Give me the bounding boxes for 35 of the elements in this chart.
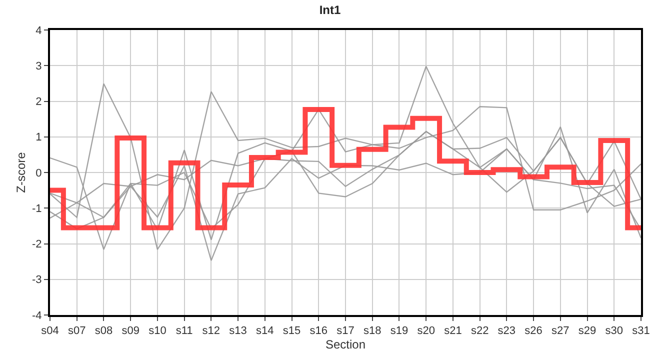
y-tick-label: -3: [32, 274, 42, 286]
x-tick-label: s30: [605, 325, 624, 338]
y-tick-label: -2: [32, 238, 42, 251]
y-tick-label: -4: [32, 310, 42, 322]
y-tick-label: 2: [36, 96, 42, 108]
x-tick-label: s22: [470, 325, 489, 338]
x-tick-label: s07: [68, 325, 86, 338]
y-tick-label: 3: [36, 60, 42, 72]
x-tick-label: s16: [310, 325, 328, 338]
y-tick-label: 1: [36, 132, 42, 144]
x-tick-label: s11: [176, 325, 193, 338]
x-tick-label: s04: [41, 325, 59, 338]
y-tick-label: -1: [32, 202, 42, 215]
x-tick-label: s14: [256, 325, 274, 338]
x-tick-label: s27: [552, 325, 570, 338]
x-tick-label: s23: [498, 325, 516, 338]
x-tick-label: s26: [524, 325, 542, 338]
x-tick-label: s12: [202, 325, 220, 338]
x-tick-label: s15: [282, 325, 301, 338]
x-tick-label: s13: [229, 325, 247, 338]
x-tick-label: s20: [417, 325, 435, 338]
x-tick-label: s21: [444, 325, 462, 338]
x-tick-label: s31: [632, 325, 650, 338]
x-tick-label: s08: [94, 325, 113, 338]
x-axis-title: Section: [325, 338, 366, 352]
x-tick-label: s17: [336, 325, 354, 338]
y-tick-label: 0: [36, 167, 42, 180]
x-tick-label: s10: [148, 325, 166, 338]
x-tick-label: s09: [122, 325, 140, 338]
y-axis-title: Z-score: [14, 152, 28, 193]
y-tick-label: 4: [36, 24, 42, 37]
chart-title: Int1: [319, 2, 341, 17]
x-tick-label: s29: [578, 325, 596, 338]
x-tick-label: s18: [363, 325, 382, 338]
x-tick-label: s19: [390, 325, 408, 338]
